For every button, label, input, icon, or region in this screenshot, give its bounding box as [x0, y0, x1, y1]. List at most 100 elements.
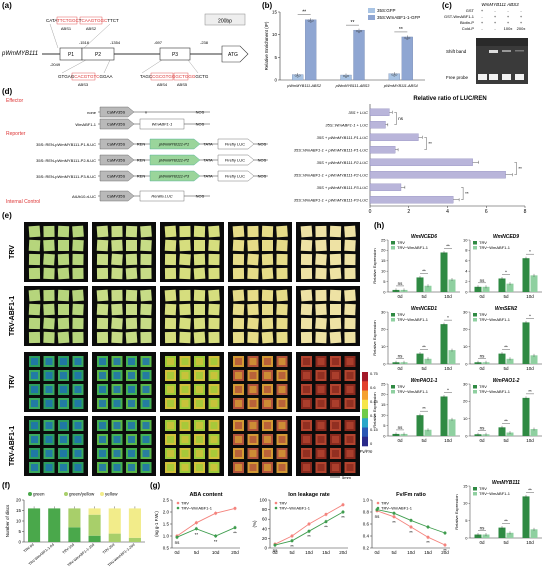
leaf-disc	[315, 253, 327, 266]
leaf-disc-core	[332, 358, 339, 365]
bar	[482, 286, 490, 292]
legend-label: TRV	[479, 486, 487, 491]
leaf-disc	[276, 225, 288, 238]
legend-swatch	[391, 313, 395, 317]
legend-label: TRV−WmABF1-1	[397, 245, 429, 250]
leaf-disc	[208, 239, 220, 252]
panel-e-leaf-discs: TRV TRV-ABF1-1 TRV TRV-ABF1-1 0.75 0.6 0.45 0.3…	[2, 222, 379, 480]
panel-f-label: (f)	[2, 481, 10, 490]
y-tick-label: 20	[16, 498, 22, 503]
leaf-disc	[247, 303, 259, 316]
leaf-disc	[344, 253, 356, 266]
legend-swatch	[391, 318, 395, 322]
row-label-box	[2, 416, 22, 476]
leaf-disc-core	[167, 386, 174, 393]
y-tick-label: 35S + LUC	[348, 110, 368, 115]
y-tick-label: 20	[381, 392, 386, 397]
leaf-disc	[247, 267, 259, 280]
leaf-disc	[300, 331, 313, 344]
sig-label: ns	[398, 281, 404, 286]
bar	[448, 419, 456, 436]
leaf-disc-core	[113, 400, 121, 407]
leaf-disc-core	[303, 372, 310, 379]
leaf-disc-core	[278, 450, 286, 457]
panel-a: 200bp pWmMYB111 P1 P2 P3 ATG -2049 -1516…	[1, 13, 249, 87]
leaf-disc-core	[235, 400, 242, 407]
leaf-disc	[261, 225, 274, 238]
leaf-disc	[96, 253, 109, 266]
leaf-disc-core	[128, 400, 135, 407]
leaf-disc-core	[264, 400, 271, 407]
y-tick-label: 0.8	[363, 510, 370, 515]
legend-label: TRV	[479, 384, 487, 389]
leaf-disc	[72, 267, 84, 280]
legend-label: TRV	[181, 501, 189, 506]
sig-label: *	[529, 313, 531, 318]
y-tick-label: 80	[262, 507, 268, 512]
leaf-disc-core	[264, 386, 271, 393]
leaf-disc	[111, 267, 123, 280]
leaf-disc-core	[167, 464, 174, 471]
leaf-disc	[276, 317, 288, 330]
bar	[416, 415, 424, 436]
leaf-disc	[247, 225, 259, 238]
stack-segment	[108, 508, 121, 534]
shift-band-lane4	[515, 50, 524, 52]
series-line	[176, 507, 236, 537]
x-tick-label: 5d	[391, 550, 397, 555]
leaf-disc	[125, 289, 138, 302]
leaf-disc-core	[249, 436, 257, 443]
region-p1-label: P1	[68, 52, 74, 58]
sig-label: ns	[480, 353, 486, 358]
leaf-disc-core	[210, 386, 218, 393]
y-tick-label: 0	[383, 289, 386, 294]
leaf-disc-core	[346, 436, 354, 443]
leaf-disc	[125, 225, 138, 238]
leaf-disc-core	[346, 450, 354, 457]
series-line	[176, 527, 236, 538]
leaf-disc-core	[235, 386, 242, 393]
leaf-disc-core	[74, 400, 82, 407]
leaf-disc-core	[196, 436, 203, 443]
scale-bar-box	[204, 13, 246, 26]
x-tick-label: 0d	[479, 438, 485, 443]
leaf-disc	[276, 303, 288, 316]
sig-label: **	[399, 27, 403, 33]
legend-label: green/yellow	[69, 492, 95, 497]
sig-bracket	[461, 187, 464, 200]
leaf-disc-core	[142, 372, 150, 379]
leaf-disc-core	[31, 386, 38, 393]
leaf-disc	[193, 267, 206, 280]
leaf-disc-core	[332, 450, 339, 457]
y-axis-label: Relative Expression	[454, 494, 459, 529]
data-point	[309, 20, 312, 23]
leaf-disc	[28, 239, 41, 252]
emsa-cell: +	[494, 20, 497, 25]
leaf-disc-core	[142, 422, 150, 429]
x-tick-label: 0d	[174, 550, 180, 555]
y-tick-label: 4	[465, 269, 468, 274]
bar	[474, 534, 482, 538]
effector-label: Effector	[6, 98, 23, 104]
x-tick-label: TRV-20d	[102, 543, 115, 555]
sig-label: **	[290, 544, 294, 549]
sig-label: **	[465, 191, 469, 196]
gene-box	[139, 118, 185, 130]
leaf-disc-core	[235, 422, 242, 429]
leaf-disc-core	[45, 372, 53, 379]
legend-label: 35S:WmABF1-1-GFP	[377, 15, 420, 20]
legend-label: TRV−WmABF1-1	[279, 506, 311, 511]
sig-label: ns	[398, 425, 404, 430]
leaf-disc-core	[113, 450, 121, 457]
abs3-label: ABS3	[78, 82, 89, 87]
sig-label: ns	[398, 116, 404, 121]
data-point	[311, 19, 314, 22]
chart-title: Relative ratio of LUC/REN	[413, 96, 486, 102]
bar	[369, 133, 419, 141]
x-tick-label: 5d	[289, 550, 295, 555]
leaf-disc-core	[196, 386, 203, 393]
luc-label: Firefly LUC	[225, 174, 245, 179]
legend-label: TRV−WmABF1-1	[479, 389, 511, 394]
leaf-disc-core	[74, 386, 82, 393]
